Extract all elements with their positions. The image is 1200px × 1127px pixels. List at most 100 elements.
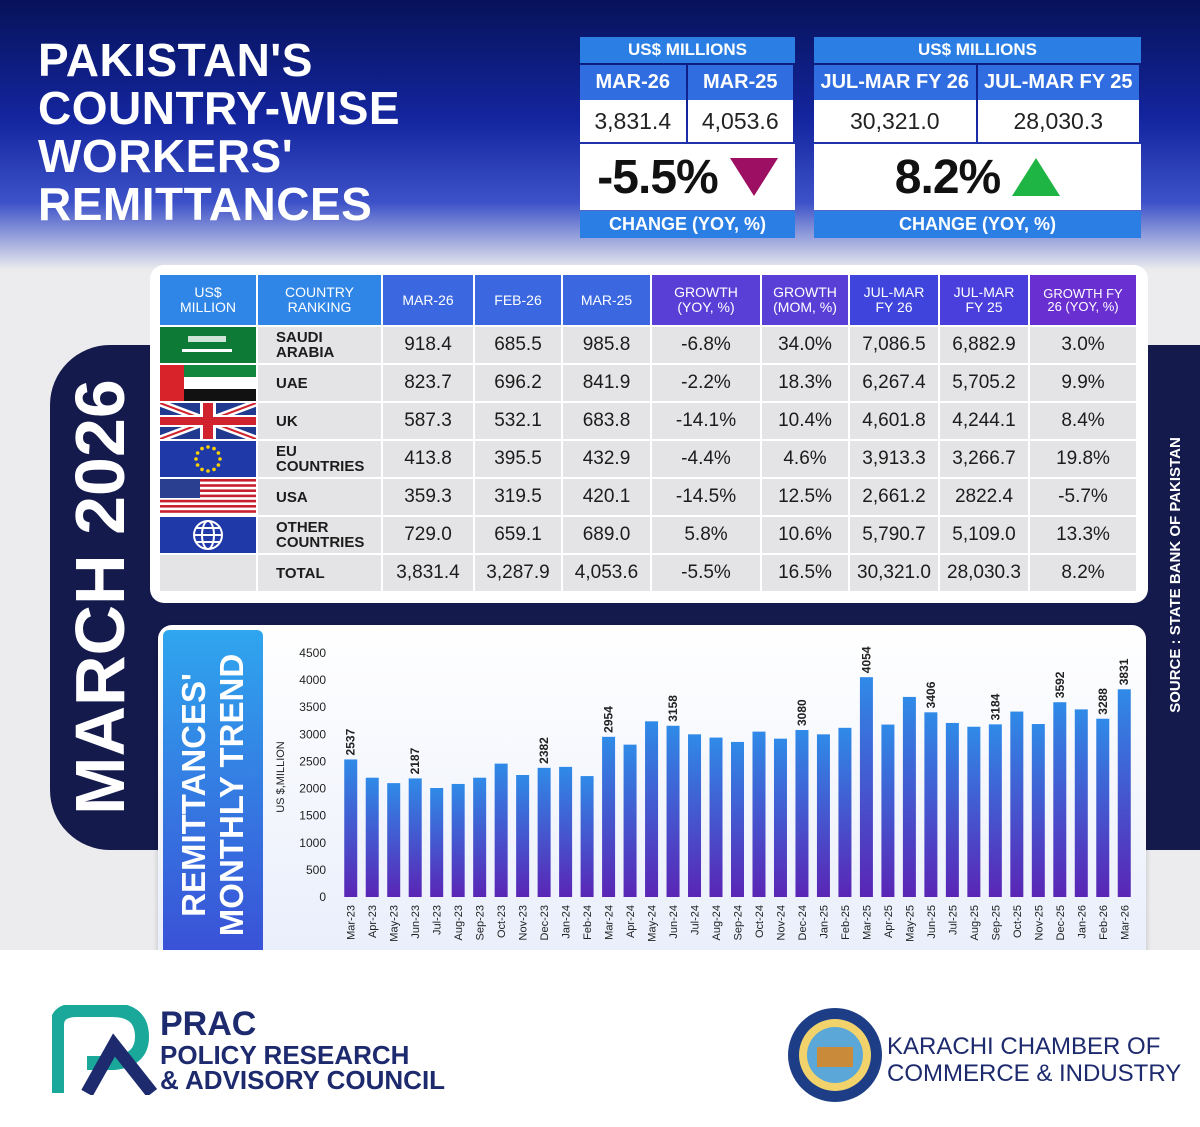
bar xyxy=(623,744,637,897)
bar xyxy=(559,766,573,897)
summary-column: JUL-MAR FY 26 xyxy=(814,65,976,100)
bar xyxy=(859,677,873,897)
bar xyxy=(1053,702,1067,897)
table-cell: 841.9 xyxy=(563,365,650,401)
bar xyxy=(430,788,444,897)
bar xyxy=(773,738,787,897)
bar xyxy=(516,775,530,897)
x-tick-label: Mar-26 xyxy=(1119,905,1131,940)
footer xyxy=(0,950,1200,1127)
table-header: US$ MILLION xyxy=(160,275,256,325)
kcci-line: COMMERCE & INDUSTRY xyxy=(887,1060,1182,1087)
bar xyxy=(881,724,895,897)
flag xyxy=(160,479,256,515)
bar xyxy=(1096,718,1110,897)
table-cell: 6,882.9 xyxy=(940,327,1028,363)
table-header: FEB-26 xyxy=(475,275,561,325)
bar xyxy=(344,759,358,897)
table-cell: 6,267.4 xyxy=(850,365,938,401)
table-header: MAR-25 xyxy=(563,275,650,325)
table-cell: 16.5% xyxy=(762,555,848,591)
summary-value: 28,030.3 xyxy=(977,100,1139,142)
summary-column: JUL-MAR FY 25 xyxy=(977,65,1139,100)
table-cell: 3,831.4 xyxy=(383,555,473,591)
chart-title-block xyxy=(163,630,263,960)
bar xyxy=(924,712,938,897)
table-cell: 3.0% xyxy=(1030,327,1136,363)
y-tick-label: 0 xyxy=(319,890,326,904)
table-cell: 918.4 xyxy=(383,327,473,363)
x-tick-label: May-24 xyxy=(647,905,659,942)
table-cell: 4,244.1 xyxy=(940,403,1028,439)
summary-unit: US$ MILLIONS xyxy=(580,37,795,63)
table-cell: 10.6% xyxy=(762,517,848,553)
flag-cell xyxy=(160,517,256,553)
bar xyxy=(408,778,422,897)
prac-name: PRAC xyxy=(160,1005,257,1043)
x-tick-label: Feb-26 xyxy=(1098,905,1110,940)
flag-cell xyxy=(160,441,256,477)
x-tick-label: Mar-24 xyxy=(604,905,616,940)
summary-change: 8.2% xyxy=(894,150,1001,204)
table-cell: 10.4% xyxy=(762,403,848,439)
title-line: WORKERS' xyxy=(38,130,294,182)
bar xyxy=(387,783,401,897)
y-tick-label: 500 xyxy=(306,863,326,877)
summary-column: MAR-26 xyxy=(580,65,686,100)
title: PAKISTAN'S COUNTRY-WISE WORKERS' REMITTA… xyxy=(38,36,400,228)
x-tick-label: Jun-25 xyxy=(926,905,938,939)
table-header: MAR-26 xyxy=(383,275,473,325)
prac-line: & ADVISORY COUNCIL xyxy=(160,1065,446,1095)
table-cell: 683.8 xyxy=(563,403,650,439)
table-cell: 34.0% xyxy=(762,327,848,363)
table-cell: 8.4% xyxy=(1030,403,1136,439)
x-tick-label: May-25 xyxy=(904,905,916,942)
country: SAUDI ARABIA xyxy=(258,327,381,363)
x-tick-label: Jun-23 xyxy=(410,905,422,939)
bar xyxy=(967,726,981,897)
y-axis-label: US $,MILLION xyxy=(275,741,287,813)
value-label: 4054 xyxy=(859,646,873,673)
change-arrow xyxy=(1012,158,1061,196)
x-tick-label: Nov-25 xyxy=(1033,905,1045,940)
table-cell: 5,790.7 xyxy=(850,517,938,553)
summary-column: MAR-25 xyxy=(687,65,793,100)
x-tick-label: Feb-24 xyxy=(582,905,594,940)
y-tick-label: 2500 xyxy=(299,754,326,768)
value-label: 2382 xyxy=(537,737,551,764)
table-cell: -4.4% xyxy=(652,441,760,477)
table-cell: 18.3% xyxy=(762,365,848,401)
title-line: PAKISTAN'S xyxy=(38,34,313,86)
table-header: JUL-MAR FY 26 xyxy=(850,275,938,325)
table-cell: 4,601.8 xyxy=(850,403,938,439)
value-label: 3831 xyxy=(1117,658,1131,685)
table-cell: -2.2% xyxy=(652,365,760,401)
table-cell: 3,913.3 xyxy=(850,441,938,477)
table-cell: 8.2% xyxy=(1030,555,1136,591)
x-tick-label: Mar-25 xyxy=(861,905,873,940)
bar xyxy=(1117,689,1131,897)
prac-logo xyxy=(52,1005,158,1095)
y-tick-label: 1500 xyxy=(299,809,326,823)
bar xyxy=(666,725,680,897)
source: SOURCE : STATE BANK OF PAKISTAN xyxy=(1167,437,1184,713)
summary-change-box: 8.2% xyxy=(814,144,1141,210)
summary-value: 30,321.0 xyxy=(814,100,976,142)
bar xyxy=(945,722,959,897)
bar xyxy=(580,776,594,897)
value-label: 3184 xyxy=(988,693,1002,720)
bar xyxy=(752,731,766,897)
x-tick-label: Aug-23 xyxy=(453,905,465,940)
summary-change-label: CHANGE (YOY, %) xyxy=(580,211,795,238)
country: UAE xyxy=(258,365,381,401)
x-tick-label: Jan-24 xyxy=(561,905,573,939)
x-tick-label: Aug-25 xyxy=(969,905,981,940)
bar xyxy=(795,729,809,897)
change-arrow xyxy=(729,158,778,196)
x-tick-label: Jan-26 xyxy=(1076,905,1088,939)
table-cell: 19.8% xyxy=(1030,441,1136,477)
table-cell: 420.1 xyxy=(563,479,650,515)
x-tick-label: Jul-24 xyxy=(690,905,702,935)
bar xyxy=(988,724,1002,897)
bar xyxy=(688,734,702,897)
